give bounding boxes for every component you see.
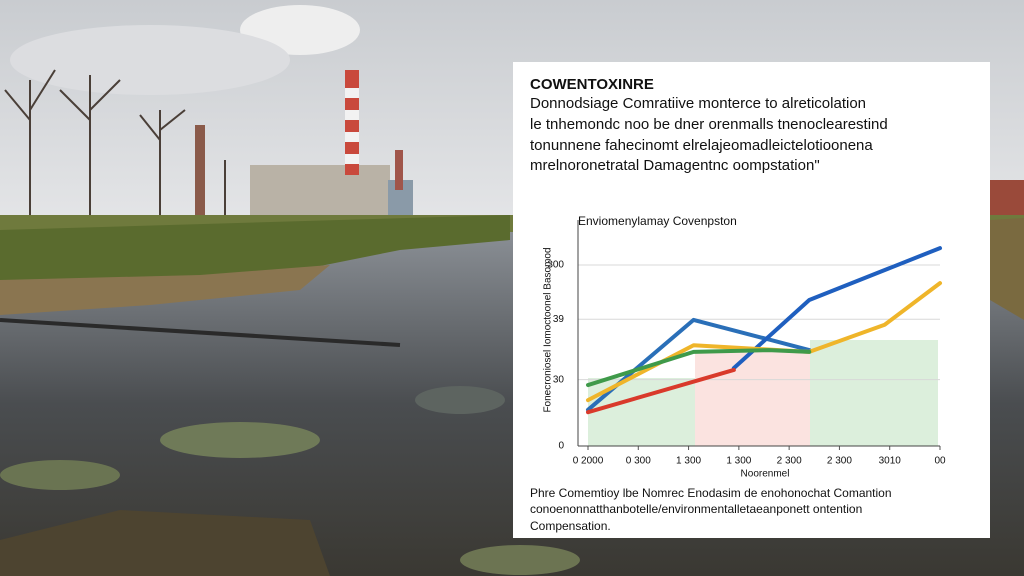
background-bands [588, 340, 938, 446]
x-tick-label: 2 300 [827, 456, 852, 467]
info-card [513, 62, 990, 538]
chart-title: Enviomenylamay Covenpston [578, 214, 737, 228]
line-series [731, 246, 942, 371]
x-tick-label: 2 300 [777, 456, 802, 467]
footer-line: Phre Comemtioy lbe Nomrec Enodasim de en… [530, 486, 892, 500]
x-tick-label: 1 300 [726, 456, 751, 467]
x-axis-label: Noorenmel [741, 469, 790, 480]
intro-line: tonunnene fahecinomt elrelajeomadleictel… [530, 137, 873, 154]
card-title: COWENTOXINRE [530, 76, 654, 93]
y-tick-label: 300 [547, 260, 564, 271]
x-tick-label: 1 300 [676, 456, 701, 467]
x-tick-label: 0 2000 [573, 456, 604, 467]
y-axis-label: Fonecroniosel Iomoctoonel Basomod [543, 247, 554, 412]
intro-line: Donnodsiage Comratiive monterce to alret… [530, 95, 866, 112]
x-tick-label: 0 300 [626, 456, 651, 467]
footer-line: conoenonnatthanbotelle/environmentalleta… [530, 502, 862, 516]
x-tick-label: 3010 [879, 456, 902, 467]
line-series [586, 367, 736, 415]
y-tick-label: 39 [553, 314, 565, 325]
intro-line: le tnhemondc noo be dner orenmalls tneno… [530, 116, 888, 133]
y-tick-label: 30 [553, 374, 565, 385]
line-series [586, 348, 812, 388]
intro-line: mrelnoronetratal Damagentnc oompstation" [530, 157, 820, 174]
footer-line: Compensation. [530, 519, 611, 533]
y-tick-label: 0 [558, 441, 564, 452]
x-tick-label: 00 [934, 456, 946, 467]
